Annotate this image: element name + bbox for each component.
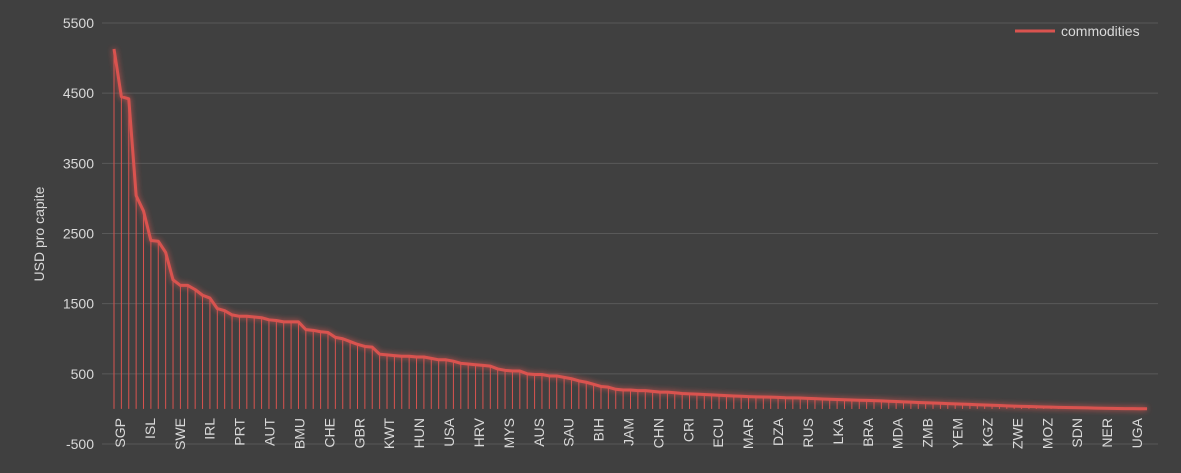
x-tick-label: CHN — [650, 418, 666, 448]
x-tick-label: MYS — [501, 418, 517, 448]
x-tick-label: AUT — [262, 418, 278, 446]
series-line-commodities — [112, 48, 1148, 411]
legend-label-commodities: commodities — [1061, 23, 1140, 39]
x-tick-label: SGP — [112, 418, 128, 448]
y-tick-label: 3500 — [63, 155, 94, 171]
x-tick-label: SWE — [172, 418, 188, 450]
x-tick-label: BRA — [860, 417, 876, 446]
x-tick-label: UGA — [1129, 417, 1145, 448]
y-tick-label: 500 — [71, 366, 95, 382]
x-tick-label: PRT — [232, 418, 248, 446]
drop-lines — [113, 48, 1148, 409]
x-tick-label: RUS — [800, 418, 816, 448]
x-tick-label: ZMB — [920, 418, 936, 448]
y-tick-label: 4500 — [63, 85, 94, 101]
x-tick-label: BMU — [292, 418, 308, 449]
y-tick-label: -500 — [66, 436, 94, 452]
x-tick-label: AUS — [531, 418, 547, 447]
x-tick-label: IRL — [202, 418, 218, 440]
x-tick-label: CHE — [321, 418, 337, 448]
x-tick-label: MOZ — [1039, 418, 1055, 450]
x-tick-label: HRV — [471, 417, 487, 447]
x-tick-label: USA — [441, 417, 457, 446]
x-axis-tick-labels: SGP ISL SWE IRL PRT AUT BMU CHE GBR KWT HUN USA HRV M… — [112, 417, 1145, 450]
x-tick-label: CRI — [680, 418, 696, 442]
series-line-layer — [112, 48, 1148, 411]
x-tick-label: YEM — [950, 418, 966, 448]
x-tick-label: ECU — [710, 418, 726, 448]
x-tick-label: HUN — [411, 418, 427, 448]
x-tick-label: JAM — [621, 418, 637, 446]
x-tick-label: KGZ — [979, 418, 995, 447]
x-tick-label: MDA — [890, 417, 906, 449]
x-tick-label: ZWE — [1009, 418, 1025, 449]
x-tick-label: SAU — [561, 418, 577, 447]
y-tick-label: 2500 — [63, 226, 94, 242]
y-axis-title: USD pro capite — [31, 186, 47, 281]
y-tick-label: 5500 — [63, 15, 94, 31]
x-tick-label: SDN — [1069, 418, 1085, 448]
x-tick-label: ISL — [142, 418, 158, 439]
y-tick-label: 1500 — [63, 296, 94, 312]
x-tick-label: DZA — [770, 417, 786, 446]
grid-lines — [102, 22, 1158, 445]
x-tick-label: BIH — [591, 418, 607, 441]
x-tick-label: GBR — [351, 418, 367, 448]
y-axis-tick-labels: -500 500 1500 2500 3500 4500 5500 — [63, 15, 94, 452]
x-tick-label: LKA — [830, 417, 846, 444]
x-tick-label: KWT — [381, 418, 397, 450]
legend: commodities — [1015, 23, 1140, 39]
x-tick-label: MAR — [740, 418, 756, 449]
x-tick-label: NER — [1099, 418, 1115, 448]
